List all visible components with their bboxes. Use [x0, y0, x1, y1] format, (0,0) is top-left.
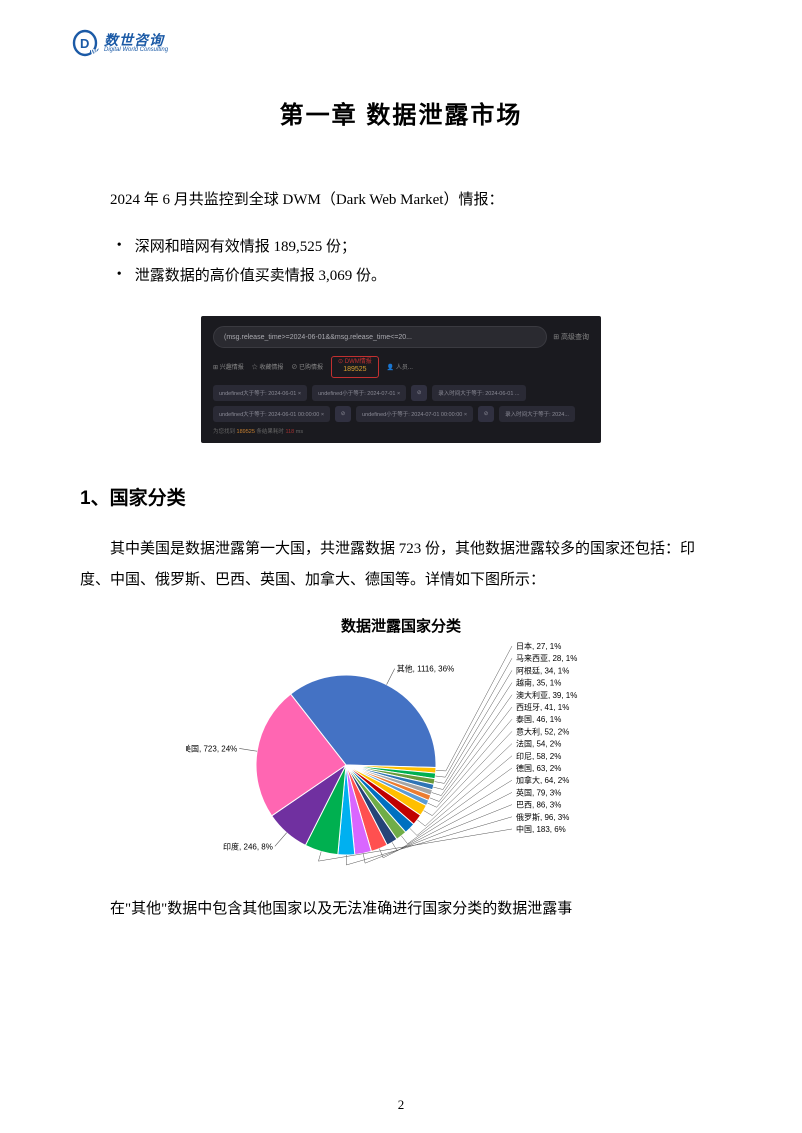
- filter-chip: undefined小于等于: 2024-07-01 00:00:00 ×: [356, 406, 473, 422]
- svg-text:西班牙, 41, 1%: 西班牙, 41, 1%: [516, 702, 569, 712]
- screenshot-footer: 为您找到 189525 条结果耗时 118 ms: [213, 427, 589, 435]
- svg-text:德国, 63, 2%: 德国, 63, 2%: [516, 763, 561, 773]
- svg-text:越南, 35, 1%: 越南, 35, 1%: [516, 677, 561, 687]
- closing-para: 在"其他"数据中包含其他国家以及无法准确进行国家分类的数据泄露事: [80, 894, 722, 926]
- screenshot-search-field: (msg.release_time>=2024-06-01&&msg.relea…: [213, 326, 547, 348]
- screenshot-count-badge: ⊙ DWM情报 189525: [331, 356, 379, 378]
- svg-text:中国, 183, 6%: 中国, 183, 6%: [516, 824, 566, 834]
- logo-text-en: Digital World Consulting: [104, 47, 168, 53]
- svg-text:阿根廷, 34, 1%: 阿根廷, 34, 1%: [516, 665, 569, 675]
- svg-text:俄罗斯, 96, 3%: 俄罗斯, 96, 3%: [516, 811, 569, 821]
- svg-text:意大利, 52, 2%: 意大利, 52, 2%: [516, 726, 569, 736]
- pie-chart: 其他, 1116, 36% 印度, 246, 8% 美国, 723, 24% 日本, …: [186, 640, 616, 870]
- screenshot-nav-link: ☆ 收藏情报: [252, 362, 284, 371]
- svg-text:美国, 723, 24%: 美国, 723, 24%: [186, 743, 237, 753]
- bullets-list: 深网和暗网有效情报 189,525 份； 泄露数据的高价值买卖情报 3,069 …: [117, 233, 722, 290]
- svg-text:印尼, 58, 2%: 印尼, 58, 2%: [516, 751, 561, 760]
- svg-text:巴西, 86, 3%: 巴西, 86, 3%: [516, 800, 561, 809]
- count-label: ⊙ DWM情报: [338, 359, 372, 366]
- list-item: 泄露数据的高价值买卖情报 3,069 份。: [117, 262, 722, 291]
- count-value: 189525: [338, 366, 372, 374]
- dark-web-screenshot: (msg.release_time>=2024-06-01&&msg.relea…: [201, 316, 601, 443]
- svg-text:马来西亚, 28, 1%: 马来西亚, 28, 1%: [516, 654, 577, 663]
- filter-chip-icon: ⊘: [478, 406, 494, 422]
- chapter-title: 第一章 数据泄露市场: [80, 95, 722, 130]
- filter-chip: 录入时间大于等于: 2024...: [499, 406, 575, 422]
- filter-chip: undefined大于等于: 2024-06-01 ×: [213, 385, 307, 401]
- filter-chip-icon: ⊘: [411, 385, 427, 401]
- screenshot-nav-link: ⊘ 已购情报: [291, 362, 323, 371]
- screenshot-nav-link: 👤 人员...: [387, 362, 413, 371]
- brand-logo: D W 数世咨询 Digital World Consulting: [72, 28, 168, 58]
- svg-text:澳大利亚, 39, 1%: 澳大利亚, 39, 1%: [516, 689, 577, 699]
- svg-text:泰国, 46, 1%: 泰国, 46, 1%: [516, 714, 561, 724]
- screenshot-advanced-link: ⊞ 高级查询: [553, 332, 589, 342]
- logo-text-cn: 数世咨询: [104, 33, 168, 47]
- screenshot-nav-link: ⊞ 兴趣情报: [213, 362, 244, 371]
- filter-chip: undefined小于等于: 2024-07-01 ×: [312, 385, 406, 401]
- svg-text:英国, 79, 3%: 英国, 79, 3%: [516, 787, 561, 797]
- section-heading: 1、国家分类: [80, 483, 722, 510]
- svg-text:印度, 246, 8%: 印度, 246, 8%: [223, 841, 273, 851]
- pie-title: 数据泄露国家分类: [186, 615, 616, 636]
- intro-text: 2024 年 6 月共监控到全球 DWM（Dark Web Market）情报：: [80, 185, 722, 215]
- logo-mark-icon: D W: [72, 28, 102, 58]
- filter-chip: undefined大于等于: 2024-06-01 00:00:00 ×: [213, 406, 330, 422]
- svg-text:日本, 27, 1%: 日本, 27, 1%: [516, 641, 561, 651]
- pie-chart-block: 数据泄露国家分类 其他, 1116, 36% 印度, 246, 8% 美国, 723…: [186, 615, 616, 870]
- svg-text:法国, 54, 2%: 法国, 54, 2%: [516, 738, 561, 748]
- list-item: 深网和暗网有效情报 189,525 份；: [117, 233, 722, 262]
- svg-text:W: W: [91, 49, 98, 56]
- svg-text:加拿大, 64, 2%: 加拿大, 64, 2%: [516, 775, 569, 785]
- page-number: 2: [0, 1097, 802, 1113]
- svg-text:其他, 1116, 36%: 其他, 1116, 36%: [397, 663, 455, 673]
- svg-text:D: D: [80, 36, 89, 51]
- section-para: 其中美国是数据泄露第一大国，共泄露数据 723 份，其他数据泄露较多的国家还包括…: [80, 534, 722, 597]
- filter-chip-icon: ⊘: [335, 406, 351, 422]
- filter-chip: 录入时间大于等于: 2024-06-01 ...: [432, 385, 525, 401]
